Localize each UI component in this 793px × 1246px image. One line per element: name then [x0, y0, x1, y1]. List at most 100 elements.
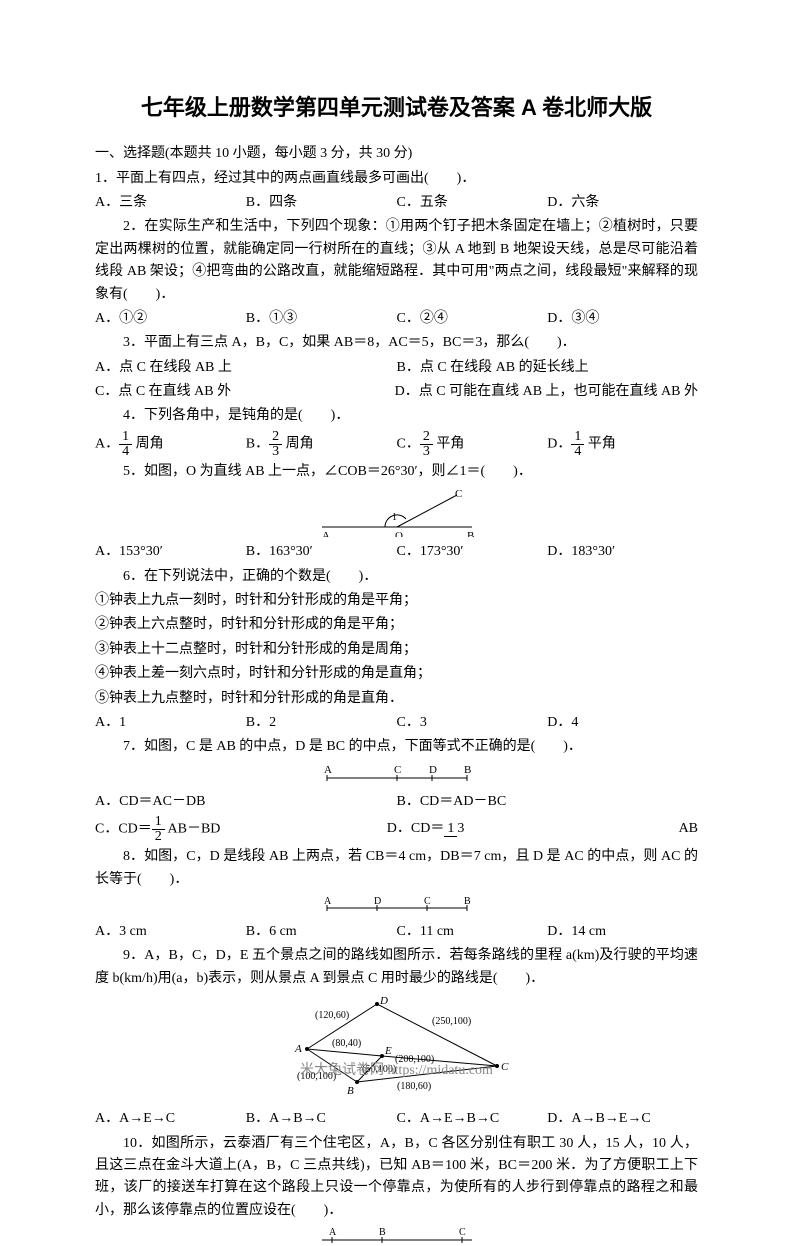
q10-text: 10．如图所示，云泰酒厂有三个住宅区，A，B，C 各区分别住有职工 30 人，1…	[95, 1133, 698, 1223]
q8-optC: C．11 cm	[397, 921, 548, 943]
svg-text:D: D	[379, 995, 388, 1007]
svg-text:C: C	[424, 896, 431, 907]
q6-text: 6．在下列说法中，正确的个数是( )．	[95, 566, 698, 588]
q6-optA: A．1	[95, 712, 246, 734]
svg-text:C: C	[455, 488, 462, 500]
q6-options: A．1 B．2 C．3 D．4	[95, 712, 698, 734]
q3-optC: C．点 C 在直线 AB 外	[95, 381, 395, 403]
q5-optB: B．163°30′	[246, 541, 397, 563]
q4-fracB-den: 3	[269, 445, 282, 459]
q4-fracC: 23	[420, 430, 433, 459]
q7-options-row2: C．CD＝12 AB－BD D．CD＝13 AB	[95, 815, 698, 844]
q4-fracA-den: 4	[119, 445, 132, 459]
q8-text: 8．如图，C，D 是线段 AB 上两点，若 CB＝4 cm，DB＝7 cm，且 …	[95, 846, 698, 891]
footer-text: 米大兔试卷网 https://midatu.com	[0, 1060, 793, 1082]
q4-optA-suffix: 周角	[132, 437, 164, 452]
q6-s5: ⑤钟表上九点整时，时针和分针形成的角是直角．	[95, 688, 698, 710]
q4-optD-prefix: D．	[547, 437, 571, 452]
q7-fracC-den: 2	[152, 830, 165, 844]
q7-optC: C．CD＝12 AB－BD	[95, 815, 387, 844]
q6-s1: ①钟表上九点一刻时，时针和分针形成的角是平角；	[95, 590, 698, 612]
svg-text:D: D	[429, 764, 437, 776]
q2-text: 2．在实际生产和生活中，下列四个现象：①用两个钉子把木条固定在墙上；②植树时，只…	[95, 216, 698, 306]
q4-optC-suffix: 平角	[433, 437, 465, 452]
q2-optD: D．③④	[547, 308, 698, 330]
q4-optB: B．23 周角	[246, 430, 397, 459]
q4-text: 4．下列各角中，是钝角的是( )．	[95, 405, 698, 427]
q5-text: 5．如图，O 为直线 AB 上一点，∠COB＝26°30′，则∠1＝( )．	[95, 461, 698, 483]
q8-optB: B．6 cm	[246, 921, 397, 943]
svg-text:A: A	[324, 764, 332, 776]
q5-figure: A O B C 1	[95, 487, 698, 537]
q9-optC: C．A→E→B→C	[397, 1108, 548, 1130]
q3-optD: D．点 C 可能在直线 AB 上，也可能在直线 AB 外	[395, 381, 698, 403]
svg-text:B: B	[347, 1085, 354, 1097]
svg-text:C: C	[459, 1227, 466, 1238]
q1-optC: C．五条	[397, 192, 548, 214]
svg-text:B: B	[379, 1227, 386, 1238]
q7-optD: D．CD＝13	[387, 818, 679, 840]
q5-optD: D．183°30′	[547, 541, 698, 563]
q3-options-row1: A．点 C 在线段 AB 上 B．点 C 在线段 AB 的延长线上	[95, 357, 698, 379]
svg-text:A: A	[294, 1043, 302, 1055]
q6-optC: C．3	[397, 712, 548, 734]
q4-fracD: 14	[571, 430, 584, 459]
q1-optD: D．六条	[547, 192, 698, 214]
q7-optA: A．CD＝AC－DB	[95, 791, 397, 813]
q7-optB: B．CD＝AD－BC	[397, 791, 699, 813]
q7-optC-prefix: C．CD＝	[95, 822, 152, 837]
q3-optB: B．点 C 在线段 AB 的延长线上	[397, 357, 699, 379]
q6-optB: B．2	[246, 712, 397, 734]
q4-fracD-num: 1	[571, 430, 584, 445]
q10-figure: A B C	[95, 1226, 698, 1246]
q4-fracA-num: 1	[119, 430, 132, 445]
q4-fracC-den: 3	[420, 445, 433, 459]
q4-optC: C．23 平角	[397, 430, 548, 459]
q7-text: 7．如图，C 是 AB 的中点，D 是 BC 的中点，下面等式不正确的是( )．	[95, 736, 698, 758]
svg-text:E: E	[384, 1045, 392, 1057]
q8-optD: D．14 cm	[547, 921, 698, 943]
q6-s4: ④钟表上差一刻六点时，时针和分针形成的角是直角；	[95, 663, 698, 685]
q2-optA: A．①②	[95, 308, 246, 330]
q4-optD: D．14 平角	[547, 430, 698, 459]
q7-fracD-num: 1	[444, 822, 457, 837]
q4-optA-prefix: A．	[95, 437, 119, 452]
svg-text:B: B	[464, 764, 471, 776]
q7-figure: A C D B	[95, 763, 698, 787]
q4-optC-prefix: C．	[397, 437, 420, 452]
svg-text:B: B	[464, 896, 471, 907]
q4-optD-suffix: 平角	[584, 437, 616, 452]
q1-options: A．三条 B．四条 C．五条 D．六条	[95, 192, 698, 214]
svg-text:A: A	[324, 896, 332, 907]
q7-options-row1: A．CD＝AC－DB B．CD＝AD－BC	[95, 791, 698, 813]
q4-fracB-num: 2	[269, 430, 282, 445]
q1-optA: A．三条	[95, 192, 246, 214]
q4-optA: A．14 周角	[95, 430, 246, 459]
q4-optB-prefix: B．	[246, 437, 269, 452]
svg-text:A: A	[322, 530, 330, 537]
svg-text:C: C	[394, 764, 401, 776]
q3-text: 3．平面上有三点 A，B，C，如果 AB＝8，AC＝5，BC＝3，那么( )．	[95, 332, 698, 354]
q7-fracC: 12	[152, 815, 165, 844]
q3-optA: A．点 C 在线段 AB 上	[95, 357, 397, 379]
q4-fracB: 23	[269, 430, 282, 459]
q2-options: A．①② B．①③ C．②④ D．③④	[95, 308, 698, 330]
q1-optB: B．四条	[246, 192, 397, 214]
svg-text:(80,40): (80,40)	[332, 1038, 361, 1049]
svg-text:(120,60): (120,60)	[315, 1010, 349, 1021]
q6-optD: D．4	[547, 712, 698, 734]
q6-s3: ③钟表上十二点整时，时针和分针形成的角是周角；	[95, 639, 698, 661]
q7-fracD: 1	[444, 822, 457, 837]
svg-text:(250,100): (250,100)	[432, 1016, 471, 1027]
svg-text:1: 1	[392, 512, 397, 523]
q3-options-row2: C．点 C 在直线 AB 外 D．点 C 可能在直线 AB 上，也可能在直线 A…	[95, 381, 698, 403]
q6-s2: ②钟表上六点整时，时针和分针形成的角是平角；	[95, 614, 698, 636]
q8-optA: A．3 cm	[95, 921, 246, 943]
q8-figure: A D C B	[95, 895, 698, 917]
q4-optB-suffix: 周角	[282, 437, 314, 452]
svg-text:B: B	[467, 530, 474, 537]
svg-text:A: A	[329, 1227, 337, 1238]
svg-text:O: O	[395, 530, 403, 537]
q5-optA: A．153°30′	[95, 541, 246, 563]
q5-options: A．153°30′ B．163°30′ C．173°30′ D．183°30′	[95, 541, 698, 563]
